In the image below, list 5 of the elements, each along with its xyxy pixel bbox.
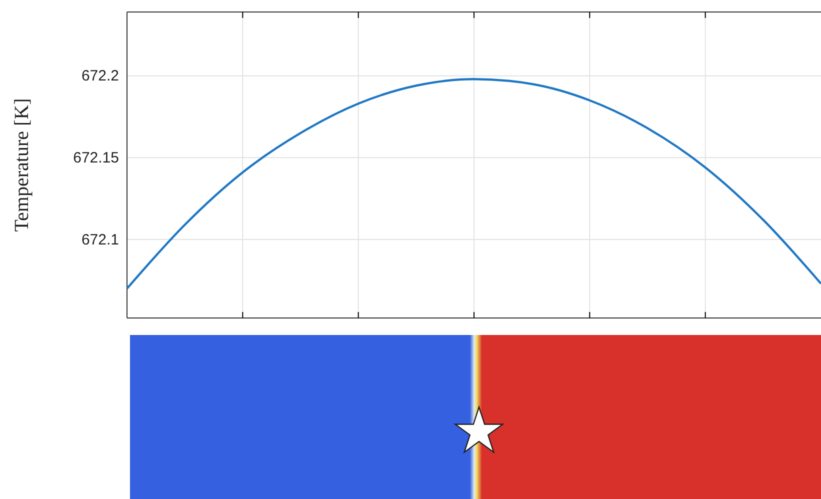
y-tick-label: 672.2: [81, 68, 119, 85]
y-tick-label: 672.1: [81, 231, 119, 248]
line-series: [126, 78, 821, 290]
y-axis-title: Temperature [K]: [11, 98, 33, 232]
y-tick-label: 672.15: [73, 149, 119, 166]
